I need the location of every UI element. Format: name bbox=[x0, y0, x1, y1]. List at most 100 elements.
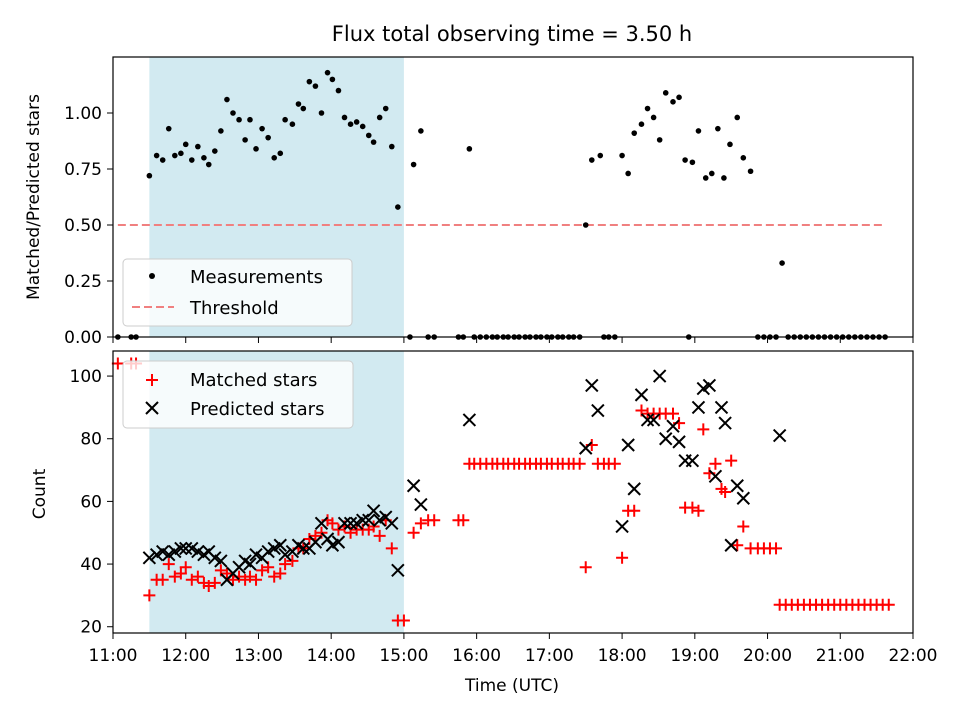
measurement-point bbox=[201, 155, 207, 161]
y-tick-label: 60 bbox=[80, 492, 102, 512]
measurement-point bbox=[676, 94, 682, 101]
matched-point bbox=[286, 554, 299, 567]
predicted-point bbox=[685, 453, 700, 468]
measurement-point bbox=[410, 161, 417, 168]
y-tick-label: 0.75 bbox=[64, 160, 102, 180]
predicted-point bbox=[337, 516, 352, 531]
y-tick-label: 0.50 bbox=[64, 216, 102, 236]
measurement-point bbox=[353, 119, 360, 125]
matched-point bbox=[243, 570, 256, 583]
predicted-point bbox=[308, 535, 323, 549]
y-tick-label: 20 bbox=[80, 618, 102, 638]
top-y-ticks: 0.00 0.25 0.50 0.75 1.00 bbox=[64, 104, 113, 348]
matched-point bbox=[367, 520, 380, 533]
measurement-point bbox=[418, 128, 424, 134]
matched-point bbox=[428, 514, 441, 527]
matched-point bbox=[208, 576, 221, 589]
predicted-point bbox=[406, 479, 421, 493]
measurement-point bbox=[153, 152, 160, 159]
measurement-point bbox=[702, 175, 709, 181]
y-tick-label: 1.00 bbox=[64, 104, 102, 124]
measurement-point bbox=[721, 175, 727, 181]
matched-point bbox=[692, 504, 705, 517]
legend-measurements-label: Measurements bbox=[190, 267, 323, 288]
measurement-point bbox=[242, 137, 248, 143]
predicted-point bbox=[343, 516, 358, 531]
y-tick-label: 100 bbox=[70, 367, 102, 387]
measurement-point bbox=[205, 161, 212, 168]
matched-point bbox=[274, 567, 287, 580]
matched-point bbox=[608, 457, 621, 470]
matched-point bbox=[326, 517, 339, 530]
predicted-point bbox=[702, 378, 717, 393]
top-legend: Measurements Threshold bbox=[122, 258, 353, 327]
bottom-legend-box bbox=[122, 360, 354, 429]
matched-point bbox=[770, 542, 783, 555]
legend-matched-marker bbox=[146, 374, 158, 386]
predicted-point bbox=[718, 416, 732, 430]
legend-predicted-marker bbox=[145, 401, 159, 415]
measurement-point bbox=[747, 168, 754, 175]
x-tick-label: 19:00 bbox=[670, 646, 719, 666]
predicted-point bbox=[462, 413, 477, 427]
measurement-point bbox=[740, 155, 747, 161]
x-tick-label: 11:00 bbox=[89, 646, 138, 666]
predicted-point bbox=[391, 563, 405, 578]
predicted-point bbox=[591, 403, 605, 418]
predicted-point bbox=[179, 541, 193, 556]
top-panel: 0.00 0.25 0.50 0.75 1.00 Matched/Predicted s… bbox=[24, 56, 914, 348]
measurement-point bbox=[370, 139, 377, 145]
predicted-point bbox=[627, 482, 641, 496]
predicted-point bbox=[730, 479, 744, 493]
y-tick-label: 40 bbox=[80, 555, 102, 575]
measurement-point bbox=[619, 152, 625, 159]
measurement-point bbox=[625, 170, 631, 177]
predicted-point bbox=[772, 428, 787, 443]
measurement-point bbox=[631, 130, 638, 136]
measurement-point bbox=[306, 78, 313, 85]
top-y-axis-label: Matched/Predicted stars bbox=[24, 94, 44, 300]
measurement-point bbox=[466, 146, 473, 152]
measurement-point bbox=[727, 141, 733, 148]
top-legend-box bbox=[122, 258, 353, 327]
bottom-y-ticks: 20 40 60 80 100 bbox=[70, 367, 113, 638]
matched-point bbox=[168, 570, 181, 583]
predicted-point bbox=[355, 513, 370, 527]
measurement-point bbox=[282, 116, 288, 123]
measurement-point bbox=[178, 150, 184, 157]
predicted-stars-points bbox=[142, 369, 787, 587]
measurement-point bbox=[182, 141, 189, 148]
matched-point bbox=[731, 539, 744, 552]
measurement-point bbox=[715, 125, 721, 132]
measurement-point bbox=[597, 152, 604, 159]
predicted-point bbox=[652, 369, 667, 383]
measurement-point bbox=[779, 260, 785, 266]
measurement-point bbox=[382, 105, 389, 112]
measurement-point bbox=[708, 170, 715, 177]
legend-measurements-marker bbox=[149, 273, 155, 279]
measurement-point bbox=[638, 121, 645, 127]
measurement-point bbox=[259, 125, 265, 132]
matched-point bbox=[686, 501, 699, 514]
measurement-point bbox=[662, 90, 669, 96]
measurement-point bbox=[582, 222, 589, 228]
measurement-point bbox=[247, 116, 253, 123]
measurement-point bbox=[347, 121, 354, 127]
measurement-point bbox=[734, 114, 741, 121]
measurement-point bbox=[365, 132, 372, 139]
matched-point bbox=[332, 523, 345, 536]
measurement-point bbox=[329, 76, 336, 83]
measurement-point bbox=[670, 99, 676, 105]
legend-matched-label: Matched stars bbox=[190, 370, 317, 391]
matched-point bbox=[407, 526, 420, 539]
measurement-point bbox=[695, 128, 702, 134]
bottom-panel: 20 40 60 80 100 11:00 12:00 13:00 14:00 15:00 16:… bbox=[30, 350, 938, 696]
measurement-point bbox=[265, 134, 271, 141]
matched-point bbox=[179, 561, 192, 574]
matched-point bbox=[579, 561, 592, 574]
measurement-point bbox=[341, 114, 348, 121]
predicted-point bbox=[634, 388, 649, 402]
matched-point bbox=[156, 573, 169, 586]
predicted-point bbox=[174, 541, 188, 556]
